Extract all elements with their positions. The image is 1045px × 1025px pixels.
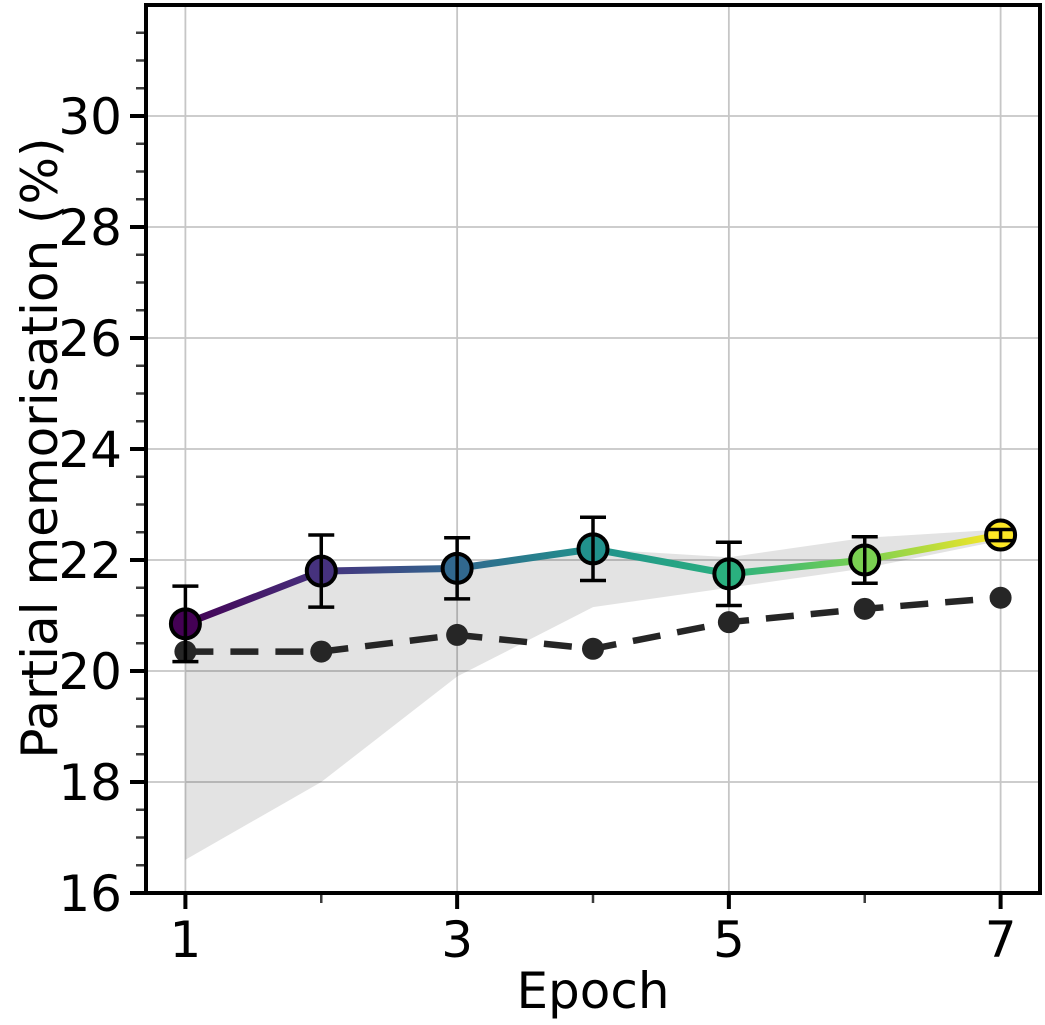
y-tick-label: 16 [58,865,122,923]
baseline-point [446,623,469,646]
y-tick-label: 30 [58,88,122,146]
y-tick-label: 26 [58,310,122,368]
series-line-segment [861,531,1005,564]
y-axis-title: Partial memorisation (%) [11,137,69,759]
x-tick-label: 3 [441,911,473,969]
y-tick-label: 18 [58,754,122,812]
series-line-segment [453,545,597,572]
y-tick-label: 22 [58,532,122,590]
y-tick-label: 28 [58,199,122,257]
baseline-point [717,611,740,634]
baseline-point [989,586,1012,609]
series-line-segment [181,567,325,628]
series-line-segment [317,564,461,575]
baseline-point [582,637,604,660]
plot-border [144,3,1042,895]
y-tick-label: 24 [58,421,122,479]
baseline-point [310,640,333,663]
baseline-point [853,597,876,620]
x-tick-label: 1 [169,911,201,969]
x-axis-title: Epoch [516,962,670,1020]
y-tick-label: 20 [58,643,122,701]
series-line-segment [725,556,869,578]
x-tick-label: 5 [713,911,745,969]
series-line-segment [589,545,733,578]
uncertainty-band [185,529,1001,860]
x-tick-label: 7 [985,911,1017,969]
